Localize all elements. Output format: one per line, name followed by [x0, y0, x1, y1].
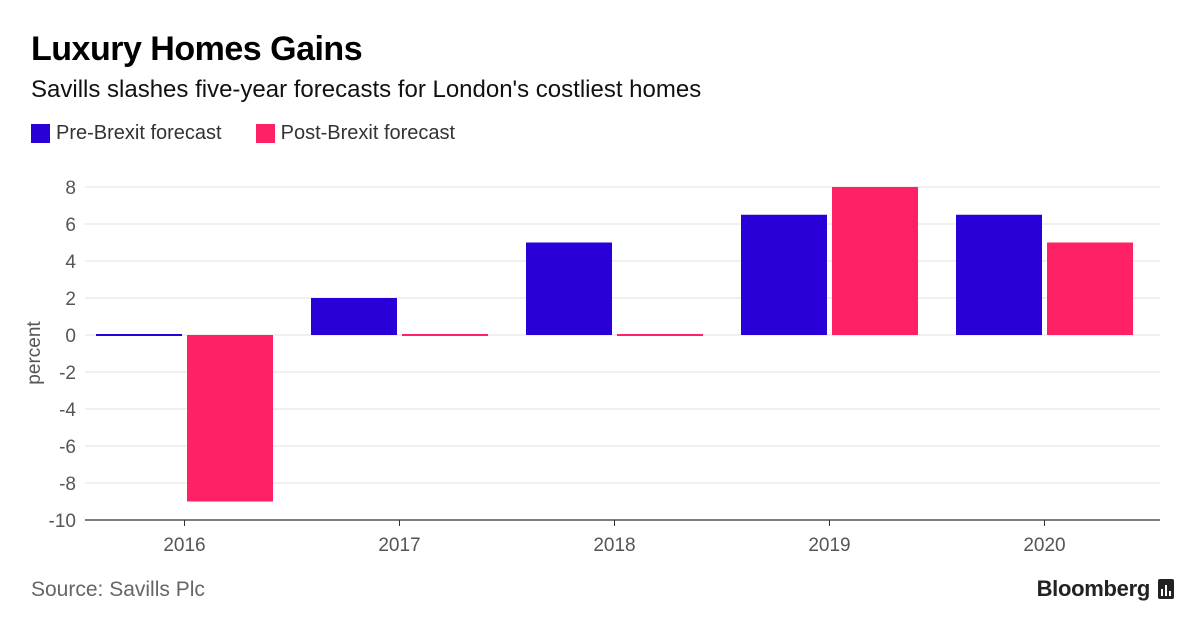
- legend-label-post-brexit: Post-Brexit forecast: [280, 122, 456, 144]
- brand-name: Bloomberg: [1036, 576, 1151, 601]
- y-tick-label: -2: [59, 363, 76, 384]
- y-axis-title: percent: [24, 321, 45, 385]
- y-tick-label: 2: [65, 289, 76, 310]
- bar-post-brexit-2017: [402, 334, 488, 336]
- x-tick-label: 2016: [163, 535, 205, 556]
- bar-pre-brexit-2018: [526, 242, 612, 335]
- legend-item-pre-brexit: Pre-Brexit forecast: [31, 122, 222, 145]
- source-note: Source: Savills Plc: [31, 578, 205, 601]
- x-tick-label: 2020: [1023, 535, 1065, 556]
- y-tick-label: 0: [65, 326, 76, 347]
- legend: Pre-Brexit forecast Post-Brexit forecast: [31, 122, 489, 145]
- y-tick-label: -4: [59, 400, 76, 421]
- bar-pre-brexit-2017: [311, 298, 397, 335]
- bar-pre-brexit-2019: [741, 214, 827, 335]
- legend-swatch-pre-brexit: [31, 124, 50, 143]
- legend-swatch-post-brexit: [255, 124, 275, 143]
- legend-item-post-brexit: Post-Brexit forecast: [255, 122, 456, 145]
- y-tick-label: -6: [59, 437, 76, 458]
- brand-logo: Bloomberg: [1037, 576, 1174, 602]
- y-tick-label: 4: [65, 252, 76, 273]
- bars: [96, 187, 1133, 502]
- x-tick-label: 2019: [808, 535, 850, 556]
- bar-post-brexit-2018: [617, 334, 703, 336]
- y-axis-ticks: 8 6 4 2 0 -2 -4 -6 -8 -10: [49, 178, 77, 532]
- chart-subtitle: Savills slashes five-year forecasts for …: [31, 76, 702, 103]
- y-tick-label: -10: [49, 511, 76, 532]
- bloomberg-terminal-icon: [1158, 579, 1174, 599]
- y-tick-label: 8: [65, 178, 76, 199]
- legend-label-pre-brexit: Pre-Brexit forecast: [56, 122, 222, 144]
- bar-post-brexit-2020: [1047, 242, 1133, 335]
- bar-pre-brexit-2016: [96, 334, 182, 336]
- x-tick-label: 2017: [378, 535, 420, 556]
- x-axis: 2016 2017 2018 2019 2020: [85, 519, 1160, 556]
- y-tick-label: 6: [65, 215, 76, 236]
- bar-post-brexit-2016: [187, 335, 273, 502]
- bar-pre-brexit-2020: [956, 214, 1042, 335]
- x-tick-label: 2018: [593, 535, 635, 556]
- bar-post-brexit-2019: [832, 187, 918, 335]
- chart-title: Luxury Homes Gains: [31, 30, 363, 68]
- y-tick-label: -8: [59, 474, 76, 495]
